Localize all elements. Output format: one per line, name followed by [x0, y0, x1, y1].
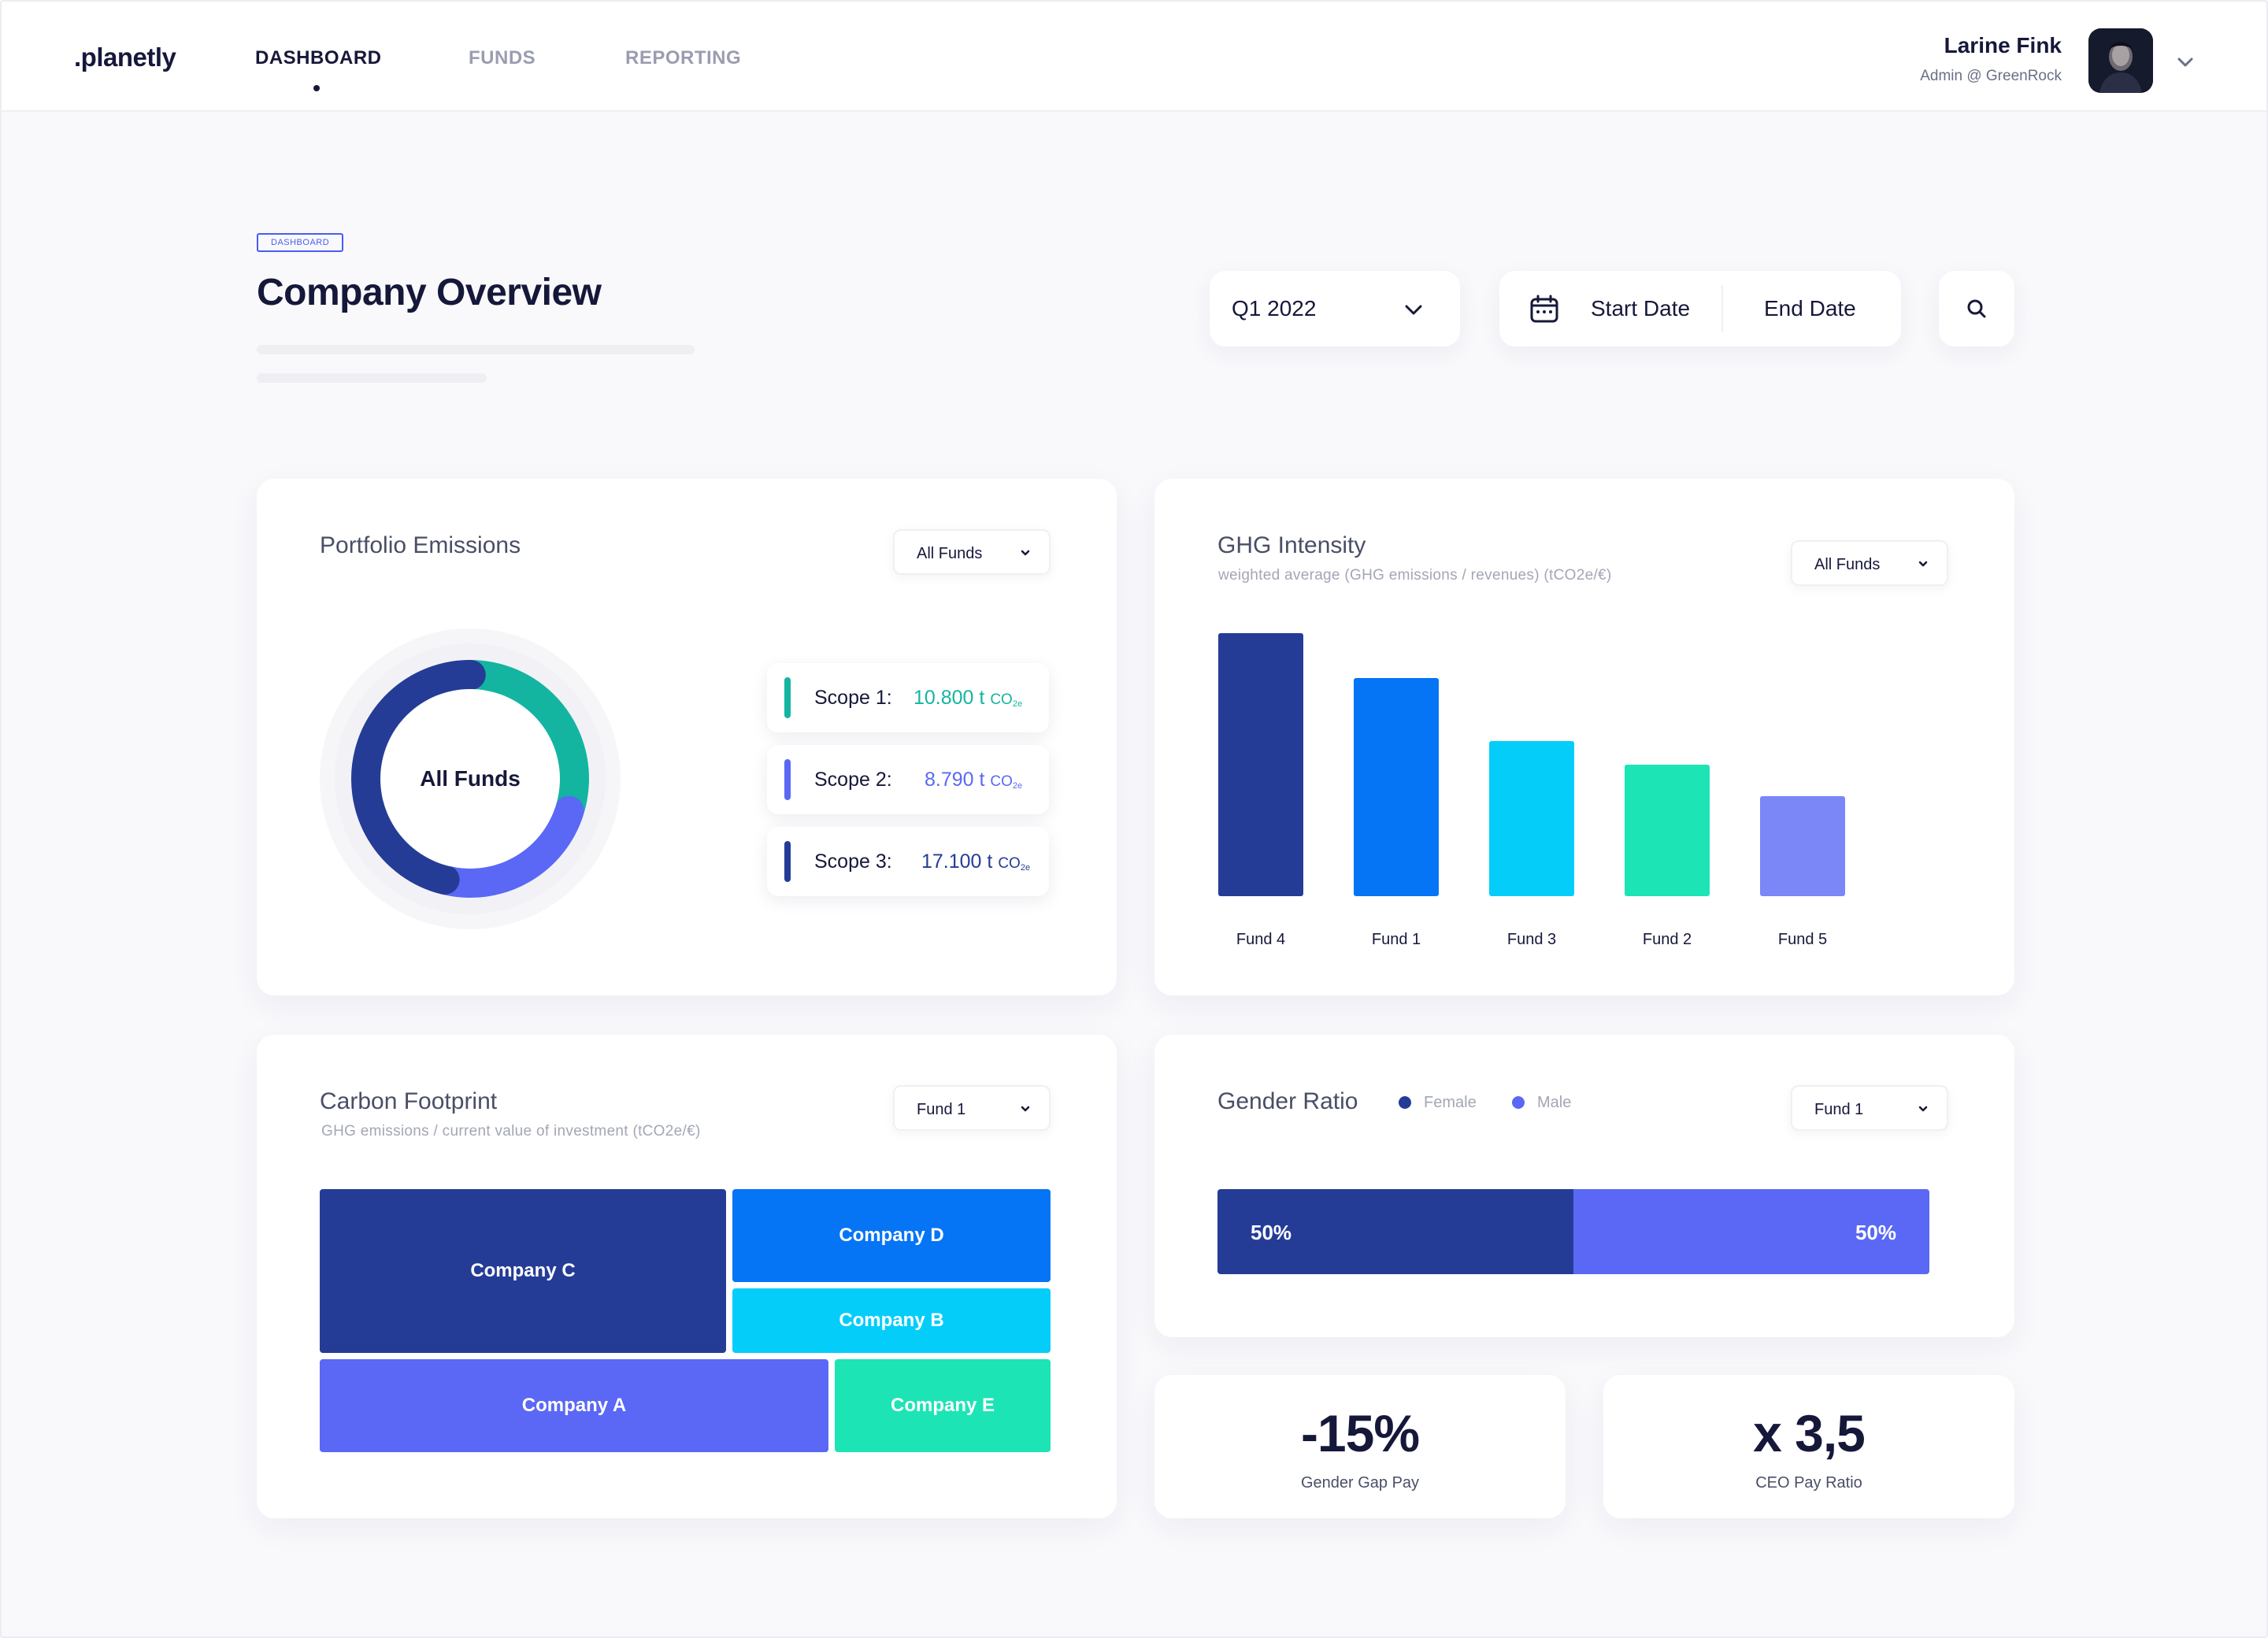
female-segment: 50%: [1217, 1189, 1573, 1274]
chevron-down-icon: [1021, 1106, 1030, 1112]
bar-label: Fund 2: [1642, 931, 1692, 948]
search-icon: [1967, 299, 1986, 318]
donut-center-label: All Funds: [420, 766, 521, 791]
dropdown-value: Fund 1: [917, 1101, 966, 1118]
male-pct: 50%: [1855, 1221, 1896, 1244]
treemap-company-c[interactable]: Company C: [320, 1189, 726, 1353]
user-role: Admin @ GreenRock: [1920, 68, 2062, 84]
bar-fund-3[interactable]: [1489, 741, 1574, 896]
bar-label: Fund 3: [1506, 931, 1557, 948]
fund-filter-dropdown[interactable]: Fund 1: [893, 1085, 1051, 1131]
scope-2-marker: [784, 759, 791, 800]
card-title: Portfolio Emissions: [320, 532, 521, 558]
chevron-down-icon: [1021, 550, 1030, 556]
emissions-donut-chart: All Funds: [320, 628, 621, 929]
treemap-company-d[interactable]: Company D: [732, 1189, 1051, 1282]
card-title: Carbon Footprint: [320, 1088, 498, 1114]
gender-ratio-card: [1154, 1035, 2014, 1337]
scope-1-label: Scope 1:: [814, 687, 892, 709]
legend-male-label: Male: [1537, 1094, 1572, 1111]
scope-2-label: Scope 2:: [814, 769, 892, 791]
dropdown-value: All Funds: [1814, 556, 1881, 573]
legend-female-label: Female: [1424, 1094, 1477, 1111]
scope-1-value: 10.800 t CO2e: [914, 687, 1023, 709]
search-button[interactable]: [1939, 271, 2014, 346]
nav-dashboard[interactable]: DASHBOARD: [255, 47, 382, 69]
kpi-label: Gender Gap Pay: [1300, 1474, 1420, 1492]
chevron-down-icon: [1405, 305, 1422, 315]
ceo-pay-ratio-card: x 3,5 CEO Pay Ratio: [1603, 1375, 2014, 1518]
bar-label: Fund 5: [1777, 931, 1828, 948]
date-range-picker: Start Date End Date: [1499, 271, 1901, 346]
scope-1-card: Scope 1: 10.800 t CO2e: [767, 663, 1049, 732]
treemap-company-a[interactable]: Company A: [320, 1359, 828, 1452]
nav-funds[interactable]: FUNDS: [469, 47, 536, 69]
scope-3-label: Scope 3:: [814, 850, 892, 873]
end-date-field[interactable]: End Date: [1764, 296, 1856, 321]
fund-filter-dropdown[interactable]: All Funds: [1791, 540, 1948, 586]
card-title: Gender Ratio: [1217, 1088, 1358, 1114]
scope-1-marker: [784, 677, 791, 718]
active-nav-indicator: [313, 85, 320, 91]
bar-fund-1[interactable]: [1354, 678, 1439, 896]
chevron-down-icon: [1918, 1106, 1928, 1112]
dropdown-value: Fund 1: [1814, 1101, 1864, 1118]
bar-fund-4[interactable]: [1218, 633, 1303, 896]
period-select[interactable]: Q1 2022: [1210, 271, 1460, 346]
scope-3-marker: [784, 841, 791, 882]
kpi-value: -15%: [1300, 1404, 1420, 1462]
legend-male-swatch: [1512, 1096, 1525, 1109]
user-name: Larine Fink: [1944, 33, 2062, 57]
scope-2-card: Scope 2: 8.790 t CO2e: [767, 745, 1049, 814]
male-segment: 50%: [1573, 1189, 1929, 1274]
scope-3-value: 17.100 t CO2e: [921, 850, 1031, 873]
logo[interactable]: .planetly: [74, 43, 176, 72]
kpi-label: CEO Pay Ratio: [1755, 1474, 1862, 1492]
bar-label: Fund 4: [1236, 931, 1286, 948]
bar-label: Fund 1: [1371, 931, 1421, 948]
chevron-down-icon[interactable]: [2174, 50, 2197, 74]
kpi-value: x 3,5: [1753, 1404, 1866, 1462]
dropdown-value: All Funds: [917, 545, 983, 562]
skeleton-line: [257, 373, 487, 383]
page-title: Company Overview: [257, 272, 602, 313]
female-pct: 50%: [1251, 1221, 1292, 1244]
scope-3-card: Scope 3: 17.100 t CO2e: [767, 827, 1049, 896]
fund-filter-dropdown[interactable]: Fund 1: [1791, 1085, 1948, 1131]
donut-segment-scope-3[interactable]: [344, 653, 597, 906]
period-value: Q1 2022: [1232, 296, 1317, 321]
scope-2-value: 8.790 t CO2e: [925, 769, 1023, 791]
treemap-company-e[interactable]: Company E: [835, 1359, 1051, 1452]
nav-reporting[interactable]: REPORTING: [625, 47, 742, 69]
card-subtitle: weighted average (GHG emissions / revenu…: [1218, 567, 1612, 584]
divider: [1721, 285, 1723, 332]
card-title: GHG Intensity: [1217, 532, 1366, 558]
card-subtitle: GHG emissions / current value of investm…: [321, 1123, 701, 1140]
legend-female-swatch: [1399, 1096, 1411, 1109]
fund-filter-dropdown[interactable]: All Funds: [893, 529, 1051, 575]
avatar[interactable]: [2088, 28, 2153, 93]
skeleton-line: [257, 345, 695, 354]
chevron-down-icon: [1918, 561, 1928, 567]
donut-hole: [380, 689, 560, 869]
treemap-company-b[interactable]: Company B: [732, 1288, 1051, 1353]
top-bar: .planetly DASHBOARD FUNDS REPORTING Lari…: [2, 2, 2266, 112]
bar-fund-2[interactable]: [1625, 765, 1710, 896]
breadcrumb[interactable]: DASHBOARD: [257, 233, 344, 252]
gender-gap-pay-card: -15% Gender Gap Pay: [1154, 1375, 1566, 1518]
start-date-field[interactable]: Start Date: [1591, 296, 1691, 321]
bar-fund-5[interactable]: [1760, 796, 1845, 896]
calendar-icon: [1530, 295, 1558, 323]
